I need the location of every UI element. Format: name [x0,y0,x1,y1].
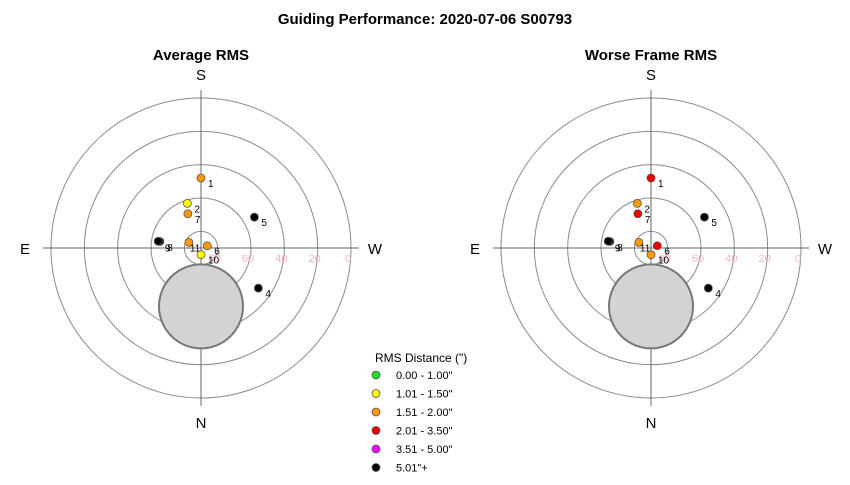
compass-west: W [368,241,383,258]
data-point-label: 6 [214,247,220,258]
data-point-7 [633,209,643,219]
compass-south: S [646,67,656,84]
altitude-tick-label: 80 [209,253,221,265]
legend-item-label: 2.01 - 3.50" [396,426,453,438]
data-point-label: 11 [190,243,201,254]
compass-east: E [470,241,480,258]
moon [158,263,244,350]
data-point-label: 6 [664,247,670,258]
data-point-8 [153,236,163,246]
legend-swatch [371,370,381,380]
altitude-tick-label: 40 [275,253,287,265]
data-point-label: 2 [644,204,650,215]
legend-item-label: 0.00 - 1.00" [396,370,453,382]
data-point-5 [250,212,259,222]
altitude-tick-label: 20 [309,253,321,265]
data-point-label: 1 [658,179,664,190]
panel-title: Worse Frame RMS [585,47,717,64]
panel-title: Average RMS [153,47,249,64]
legend-title: RMS Distance (") [375,351,467,365]
data-point-label: 5 [261,218,267,229]
data-point-1 [196,173,206,183]
chart-title: Guiding Performance: 2020-07-06 S00793 [278,11,572,28]
legend-item-label: 3.51 - 5.00" [396,444,453,456]
data-point-10 [196,250,206,260]
data-point-11 [184,237,194,247]
altitude-tick-label: 40 [725,253,737,265]
legend-swatch [371,389,381,398]
data-point-4 [253,283,263,293]
panel-average-rms: Average RMS S N E W 80 60 40 20 0 1 27 5 98 11 610 4 [20,47,383,432]
altitude-tick-label: 80 [659,253,671,265]
legend-item-label: 5.01"+ [396,463,428,475]
data-point-label: 1 [208,179,214,190]
altitude-tick-label: 0 [795,253,801,265]
data-point-label: 9 [165,243,171,254]
legend-swatch [371,426,381,435]
compass-south: S [196,67,206,84]
data-point-2 [182,198,192,208]
moon [608,263,694,350]
data-point-label: 7 [645,215,651,226]
legend-swatch [371,444,381,454]
compass-west: W [818,241,833,258]
data-point-label: 10 [658,256,670,267]
data-point-label: 4 [265,289,271,300]
data-point-label: 5 [711,218,717,229]
data-point-11 [634,237,644,247]
compass-north: N [196,415,207,432]
data-point-1 [646,173,656,183]
data-point-6 [652,241,662,251]
legend-item-label: 1.51 - 2.00" [396,407,453,419]
legend-swatch [371,463,381,472]
altitude-tick-label: 60 [692,253,704,265]
data-point-8 [603,236,613,246]
compass-north: N [646,415,657,432]
legend: RMS Distance (") 0.00 - 1.00" 1.01 - 1.50"… [371,351,467,475]
data-point-2 [632,198,642,208]
data-point-label: 11 [640,243,651,254]
compass-east: E [20,241,30,258]
legend-item-label: 1.01 - 1.50" [396,389,453,401]
panel-worse-frame-rms: Worse Frame RMS S N E W 80 60 40 20 0 1 27 5 98 11 610 4 [470,47,833,432]
data-point-label: 10 [208,256,220,267]
data-point-6 [202,241,212,251]
data-point-label: 7 [195,215,201,226]
data-point-label: 2 [194,204,200,215]
data-point-7 [183,209,193,219]
data-point-label: 8 [617,243,623,254]
legend-swatch [371,407,381,417]
altitude-tick-label: 0 [345,253,351,265]
data-point-10 [646,250,656,260]
data-point-5 [700,212,709,222]
data-point-label: 8 [167,243,173,254]
altitude-tick-label: 60 [242,253,254,265]
altitude-tick-label: 20 [759,253,771,265]
data-point-label: 9 [615,243,621,254]
data-point-4 [703,283,713,293]
data-point-label: 4 [715,289,721,300]
